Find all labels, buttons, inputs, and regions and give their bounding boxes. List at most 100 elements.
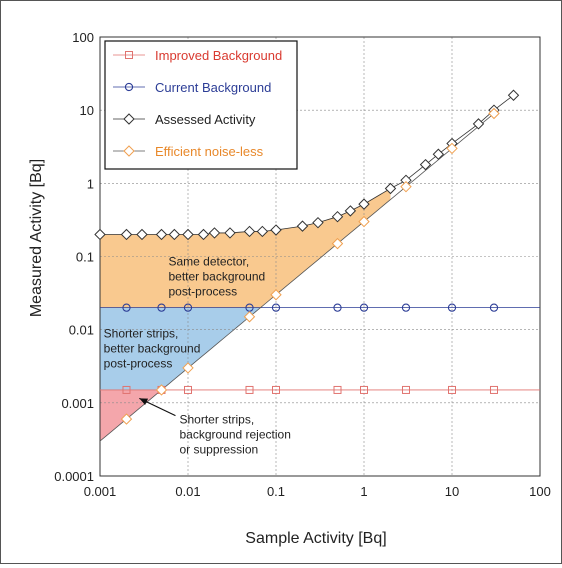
data-point xyxy=(182,362,194,374)
data-point xyxy=(401,303,411,312)
legend-item: Improved Background xyxy=(113,48,282,63)
data-point xyxy=(472,118,485,130)
annotation-2: Shorter strips, better background post-pro… xyxy=(104,327,201,371)
data-point xyxy=(358,215,370,228)
data-point xyxy=(384,182,397,195)
annotation-text: Shorter strips, background rejection or su… xyxy=(179,413,290,457)
legend-marker xyxy=(123,145,135,157)
data-point xyxy=(122,303,131,312)
data-point xyxy=(168,228,181,241)
data-point xyxy=(507,89,520,101)
legend: Improved Background Current Background Ass… xyxy=(104,40,298,170)
annotations: Same detector, better background post-proc… xyxy=(104,255,291,457)
annotation-line: background rejection xyxy=(179,428,290,442)
x-tick-label: 10 xyxy=(445,484,459,499)
data-point xyxy=(489,385,498,394)
data-point xyxy=(120,228,133,241)
data-point xyxy=(120,413,133,425)
data-point xyxy=(243,225,256,238)
data-point xyxy=(331,210,344,223)
data-point xyxy=(446,142,458,155)
x-tick-label: 0.001 xyxy=(84,484,117,499)
annotation-line: post-process xyxy=(168,285,237,299)
legend-item: Current Background xyxy=(113,80,271,95)
data-point xyxy=(208,227,221,239)
data-point xyxy=(359,303,369,312)
annotation-text: Same detector, better background post-proc… xyxy=(168,255,265,299)
legend-label: Improved Background xyxy=(155,48,282,63)
annotation-line: Same detector, xyxy=(168,255,249,269)
series-line xyxy=(99,113,495,442)
data-point xyxy=(401,385,410,394)
data-point xyxy=(182,228,194,241)
legend-label: Efficient noise-less xyxy=(155,144,264,159)
data-point xyxy=(122,385,131,394)
markers-assessed-activity xyxy=(94,89,520,241)
legend-marker xyxy=(125,51,133,59)
annotation-line: Shorter strips, xyxy=(104,327,179,341)
y-tick-label: 0.0001 xyxy=(54,469,94,484)
data-point xyxy=(245,385,254,394)
data-point xyxy=(331,237,344,250)
legend-marker xyxy=(123,113,135,125)
annotation-text: Shorter strips, better background post-pro… xyxy=(104,327,201,371)
data-point xyxy=(136,228,148,241)
legend-marker xyxy=(124,82,134,92)
y-tick-label: 10 xyxy=(80,103,94,118)
data-point xyxy=(360,385,368,394)
series-layer xyxy=(94,89,540,442)
data-point xyxy=(358,198,370,210)
data-point xyxy=(312,216,324,229)
data-point xyxy=(489,303,499,312)
data-point xyxy=(271,303,281,312)
region-blue xyxy=(100,307,261,390)
x-tick-label: 100 xyxy=(529,484,551,499)
data-point xyxy=(333,303,342,312)
data-point xyxy=(155,228,168,241)
data-point xyxy=(157,303,166,312)
data-point xyxy=(94,228,106,241)
data-point xyxy=(243,311,256,323)
plot-border xyxy=(99,36,541,477)
tick-labels: 0.001 0.01 0.1 1 10 1000.00010.0010.010.11101… xyxy=(54,30,551,499)
markers-improved-background xyxy=(122,385,498,394)
annotation-line: or suppression xyxy=(179,443,258,457)
legend-box xyxy=(104,40,298,170)
annotation-arrowhead xyxy=(139,398,149,405)
annotation-line: better background xyxy=(168,270,265,284)
data-point xyxy=(183,303,193,312)
markers-current-background xyxy=(122,303,499,312)
data-point xyxy=(224,227,236,239)
x-tick-label: 1 xyxy=(360,484,367,499)
legend-item: Efficient noise-less xyxy=(113,144,264,159)
annotation-line: Shorter strips, xyxy=(179,413,254,427)
data-point xyxy=(256,225,269,238)
data-point xyxy=(432,148,445,160)
annotation-3: Shorter strips, background rejection or su… xyxy=(139,397,291,457)
annotation-1: Same detector, better background post-proc… xyxy=(168,255,265,299)
x-axis-label: Sample Activity [Bq] xyxy=(245,530,386,547)
data-point xyxy=(448,385,456,394)
y-tick-label: 0.001 xyxy=(61,396,94,411)
data-point xyxy=(333,385,342,394)
y-tick-label: 0.1 xyxy=(76,250,94,265)
annotation-line: better background xyxy=(104,342,201,356)
x-tick-label: 0.1 xyxy=(267,484,285,499)
data-point xyxy=(272,385,280,394)
data-point xyxy=(184,385,192,394)
data-point xyxy=(270,289,282,301)
legend-item: Assessed Activity xyxy=(113,112,256,127)
markers-efficient-noise-less xyxy=(120,107,500,425)
y-tick-label: 1 xyxy=(87,176,94,191)
data-point xyxy=(488,107,500,120)
data-point xyxy=(419,158,432,171)
y-tick-label: 0.01 xyxy=(69,323,94,338)
data-point xyxy=(270,224,282,236)
data-point xyxy=(197,228,210,241)
data-point xyxy=(344,205,357,217)
y-tick-label: 100 xyxy=(72,30,94,45)
legend-label: Current Background xyxy=(155,80,271,95)
data-point xyxy=(400,180,412,193)
